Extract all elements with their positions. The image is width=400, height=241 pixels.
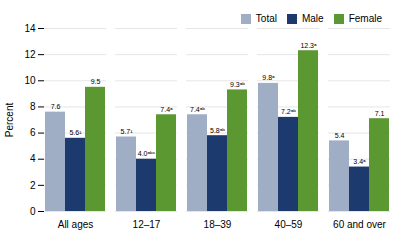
svg-text:4: 4 <box>30 153 36 164</box>
svg-text:7.4ᵃᵇ: 7.4ᵃᵇ <box>190 106 205 113</box>
svg-text:7.6: 7.6 <box>51 103 61 110</box>
svg-text:5.8ᵃᵇ: 5.8ᵃᵇ <box>210 127 225 134</box>
svg-text:14: 14 <box>24 23 36 34</box>
svg-text:60 and over: 60 and over <box>333 219 386 230</box>
svg-text:10: 10 <box>24 75 36 86</box>
svg-text:4.0ᵃᵇᶜ: 4.0ᵃᵇᶜ <box>138 150 156 157</box>
svg-text:3.4ᵃ: 3.4ᵃ <box>353 158 366 165</box>
svg-text:9.3ᵃᵇ: 9.3ᵃᵇ <box>230 81 245 88</box>
svg-text:2: 2 <box>30 180 36 191</box>
svg-text:12–17: 12–17 <box>133 219 161 230</box>
svg-text:9.8ᵃ: 9.8ᵃ <box>262 74 275 81</box>
html-text:Male: Male <box>302 13 324 24</box>
svg-text:7.4ᵃ: 7.4ᵃ <box>160 106 173 113</box>
svg-text:9.5: 9.5 <box>91 78 101 85</box>
svg-text:All ages: All ages <box>58 219 94 230</box>
svg-text:40–59: 40–59 <box>275 219 303 230</box>
svg-text:12: 12 <box>24 49 36 60</box>
svg-text:8: 8 <box>30 101 36 112</box>
svg-text:18–39: 18–39 <box>204 219 232 230</box>
svg-text:5.4: 5.4 <box>335 132 345 139</box>
svg-text:7.1: 7.1 <box>375 110 385 117</box>
html-text:Female: Female <box>348 13 382 24</box>
svg-text:0: 0 <box>30 206 36 217</box>
svg-text:5.7¹: 5.7¹ <box>120 128 133 135</box>
svg-text:6: 6 <box>30 127 36 138</box>
svg-text:12.3ᵃ: 12.3ᵃ <box>300 42 317 49</box>
svg-text:Percent: Percent <box>4 103 15 138</box>
svg-text:5.6¹: 5.6¹ <box>69 129 82 136</box>
html-text:Total: Total <box>255 13 277 24</box>
svg-text:7.2ᵃᵇ: 7.2ᵃᵇ <box>281 108 296 115</box>
